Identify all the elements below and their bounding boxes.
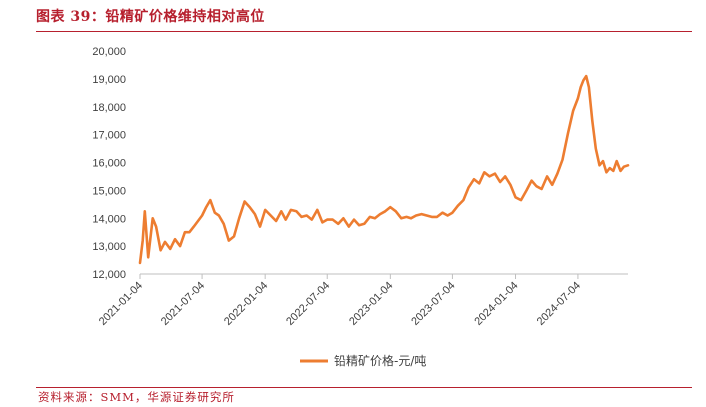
legend: 铅精矿价格-元/吨 — [300, 353, 426, 368]
title-divider — [36, 31, 692, 32]
source-divider — [36, 387, 692, 388]
y-tick-label: 19,000 — [92, 74, 126, 86]
x-tick-label: 2022-07-04 — [284, 280, 332, 328]
series-line — [138, 74, 630, 265]
y-tick-label: 20,000 — [92, 46, 126, 58]
x-tick-label: 2022-01-04 — [222, 280, 270, 328]
lead-concentrate-price-chart: 12,000 13,000 14,000 15,000 16,000 17,000 18,0… — [92, 46, 630, 368]
y-tick-label: 13,000 — [92, 241, 126, 253]
x-tick-label: 2021-07-04 — [159, 280, 207, 328]
figure-title: 图表 39：铅精矿价格维持相对高位 — [36, 9, 265, 25]
x-tick-label: 2024-01-04 — [472, 280, 520, 328]
y-tick-label: 16,000 — [92, 158, 126, 170]
x-tick-label: 2023-07-04 — [409, 280, 457, 328]
x-tick-label: 2024-07-04 — [535, 280, 583, 328]
y-tick-label: 17,000 — [92, 130, 126, 142]
y-tick-label: 15,000 — [92, 185, 126, 197]
source-note: 资料来源：SMM，华源证券研究所 — [38, 390, 235, 404]
series-layer — [138, 74, 630, 265]
x-tick-label: 2023-01-04 — [347, 280, 395, 328]
x-axis: 2021-01-04 2021-07-04 2022-01-04 2022-07-04… — [97, 273, 628, 328]
y-tick-label: 12,000 — [92, 269, 126, 281]
y-axis: 12,000 13,000 14,000 15,000 16,000 17,000 18,0… — [92, 46, 126, 281]
y-tick-label: 18,000 — [92, 102, 126, 114]
x-tick-label: 2021-01-04 — [97, 280, 145, 328]
legend-label: 铅精矿价格-元/吨 — [334, 353, 426, 368]
y-tick-label: 14,000 — [92, 213, 126, 225]
